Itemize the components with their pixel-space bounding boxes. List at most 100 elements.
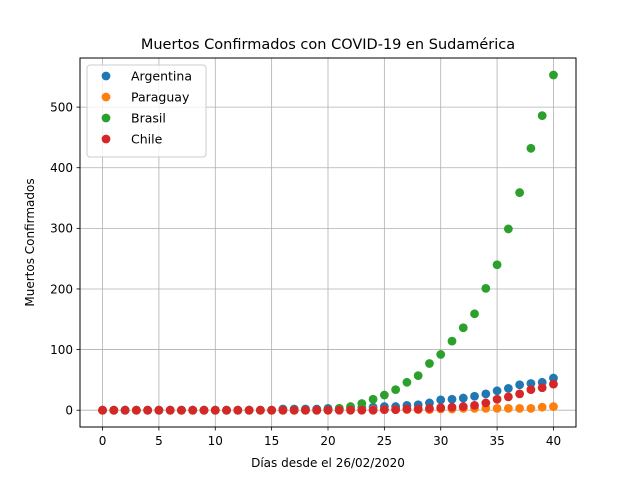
data-point	[334, 405, 344, 415]
data-point	[222, 405, 231, 415]
data-point	[526, 143, 536, 153]
data-point	[436, 403, 446, 413]
data-point	[357, 399, 367, 408]
data-point	[188, 405, 198, 415]
y-tick-label: 300	[50, 222, 73, 236]
y-tick-label: 200	[50, 282, 73, 296]
x-tick-label: 5	[155, 434, 163, 448]
data-point	[413, 371, 423, 381]
data-point	[515, 380, 525, 390]
legend-box	[86, 64, 207, 158]
data-point	[391, 405, 401, 415]
data-point	[278, 405, 288, 415]
legend-marker	[101, 134, 111, 144]
data-point	[447, 402, 457, 412]
data-point	[458, 323, 468, 333]
data-point	[515, 188, 525, 197]
y-tick-label: 100	[50, 343, 73, 357]
legend-marker	[101, 92, 111, 102]
data-point	[515, 403, 525, 413]
data-point	[301, 405, 310, 415]
data-point	[391, 385, 401, 394]
legend-marker	[101, 113, 111, 123]
data-point	[425, 359, 434, 368]
data-point	[368, 394, 378, 404]
data-point	[436, 350, 446, 359]
data-point	[323, 405, 333, 415]
data-point	[526, 385, 536, 394]
data-point	[492, 403, 502, 413]
legend-label: Paraguay	[131, 90, 190, 105]
data-point	[470, 400, 479, 410]
chart-title: Muertos Confirmados con COVID-19 en Suda…	[141, 37, 515, 53]
data-point	[503, 383, 513, 393]
x-tick-label: 35	[489, 434, 504, 448]
y-tick-label: 400	[50, 161, 73, 175]
legend-marker	[101, 71, 111, 81]
data-point	[549, 379, 558, 389]
data-point	[357, 405, 367, 415]
x-tick-label: 10	[208, 434, 223, 448]
data-point	[503, 403, 513, 413]
data-point	[379, 390, 389, 400]
data-point	[458, 393, 468, 403]
data-point	[503, 392, 513, 402]
data-point	[233, 405, 243, 415]
data-point	[537, 383, 547, 393]
data-point	[526, 403, 536, 413]
y-tick-label: 0	[65, 404, 73, 418]
data-point	[177, 405, 186, 415]
legend-label: Brasil	[131, 111, 166, 126]
data-point	[481, 398, 491, 408]
legend-label: Argentina	[131, 69, 192, 84]
data-point	[255, 405, 265, 415]
data-point	[154, 405, 164, 415]
y-tick-label: 500	[50, 100, 73, 114]
data-point	[289, 405, 299, 415]
grid	[80, 58, 576, 427]
data-point	[447, 394, 457, 404]
data-point	[143, 405, 153, 415]
data-point	[481, 283, 491, 293]
x-tick-label: 20	[320, 434, 335, 448]
data-point	[402, 377, 412, 387]
data-point	[199, 405, 209, 415]
y-axis-label: Muertos Confirmados	[23, 178, 37, 306]
data-point	[109, 405, 119, 415]
data-point	[98, 405, 107, 415]
data-point	[267, 405, 277, 415]
data-point	[492, 260, 502, 270]
data-point	[537, 402, 547, 412]
data-point	[312, 405, 322, 415]
data-point	[436, 395, 446, 405]
data-point	[379, 405, 389, 415]
data-point	[549, 70, 558, 80]
data-point	[515, 389, 525, 399]
legend-label: Chile	[131, 132, 163, 147]
data-point	[131, 405, 141, 415]
series-chile	[98, 379, 558, 415]
data-point	[458, 402, 468, 411]
data-points	[98, 70, 558, 415]
data-point	[492, 386, 502, 396]
data-point	[425, 403, 434, 413]
data-point	[549, 373, 558, 383]
x-axis-label: Días desde el 26/02/2020	[251, 456, 405, 470]
x-tick-label: 40	[546, 434, 561, 448]
data-point	[413, 404, 423, 414]
data-point	[244, 405, 254, 415]
data-point	[470, 391, 479, 401]
data-point	[503, 224, 513, 234]
data-point	[526, 379, 536, 388]
x-tick-label: 0	[99, 434, 107, 448]
data-point	[447, 336, 457, 346]
data-point	[537, 111, 547, 120]
data-point	[120, 405, 130, 415]
data-point	[346, 405, 355, 415]
data-point	[210, 405, 220, 415]
data-point	[165, 405, 175, 415]
data-point	[549, 402, 558, 411]
